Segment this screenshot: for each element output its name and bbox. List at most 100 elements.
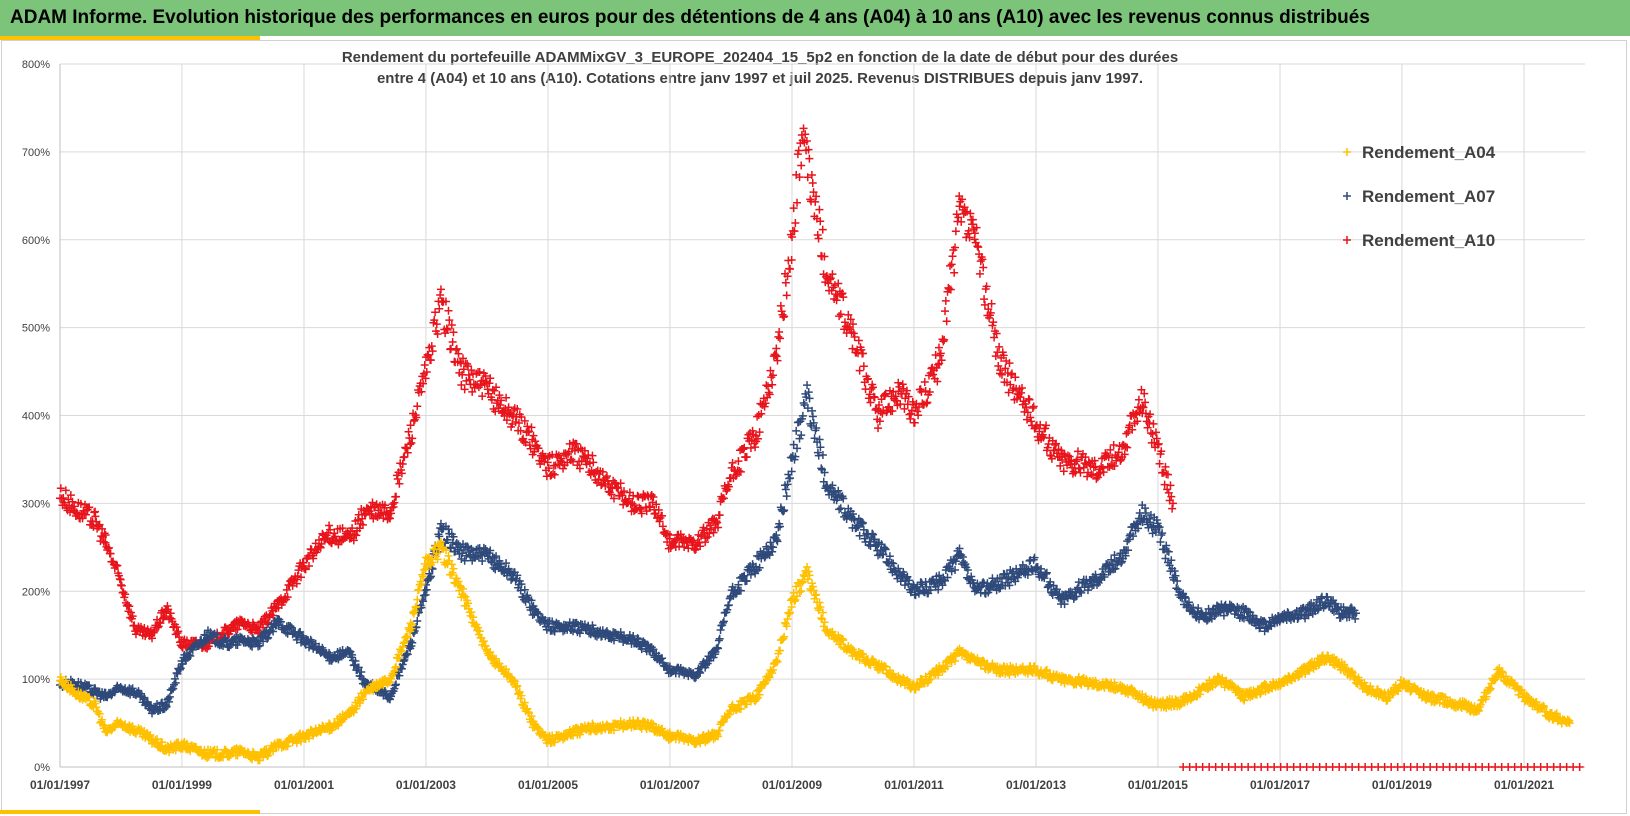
a07-point (1244, 607, 1253, 616)
a04-point (803, 562, 812, 571)
x-tick-label: 01/01/2021 (1494, 778, 1554, 792)
a04-point (839, 636, 848, 645)
a04-point (391, 663, 400, 672)
a07-point (478, 556, 487, 565)
a07-point (787, 467, 796, 476)
a10-point (1161, 462, 1170, 471)
x-tick-label: 01/01/2003 (396, 778, 456, 792)
a07-point (1052, 585, 1061, 594)
a04-point (742, 700, 751, 709)
a10-point (557, 454, 566, 463)
a04-point (395, 654, 404, 663)
a07-point (1171, 571, 1180, 580)
a04-point (791, 596, 800, 605)
a10-point (783, 272, 792, 281)
a10-point (814, 234, 823, 243)
a07-point (467, 544, 476, 553)
a04-point (818, 608, 827, 617)
a10-point (516, 426, 525, 435)
a07-point (426, 572, 435, 581)
a10-point (802, 136, 811, 145)
a04-point (358, 695, 367, 704)
a07-point (281, 628, 290, 637)
a10-point (807, 170, 816, 179)
a10-point (594, 475, 603, 484)
a10-point (413, 402, 422, 411)
a07-point (492, 552, 501, 561)
a10-point (338, 524, 347, 533)
a07-point (276, 617, 285, 626)
a04-point (305, 734, 314, 743)
a07-point (951, 565, 960, 574)
a10-point (997, 370, 1006, 379)
a10-point (776, 301, 785, 310)
legend-label: Rendement_A10 (1362, 231, 1495, 250)
a10-point (529, 431, 538, 440)
a10-point (948, 252, 957, 261)
a04-point (402, 632, 411, 641)
a04-point (798, 578, 807, 587)
a04-point (752, 695, 761, 704)
a10-point (85, 503, 94, 512)
a04-point (433, 555, 442, 564)
a10-point (1097, 462, 1106, 471)
a04-point (1502, 672, 1510, 681)
a10-point (787, 255, 796, 264)
a10-point (403, 448, 412, 457)
a10-point (435, 304, 444, 313)
a07-point (307, 637, 316, 646)
a10-point (966, 209, 975, 218)
a07-point (702, 661, 711, 670)
a10-point (811, 197, 820, 206)
a07-point (306, 635, 315, 644)
a07-point (357, 667, 366, 676)
a04-point (815, 598, 824, 607)
a10-point (654, 506, 663, 515)
a10-point (636, 504, 645, 513)
a10-point (459, 365, 468, 374)
a07-point (419, 597, 428, 606)
a10-point (925, 387, 934, 396)
a07-point (791, 452, 800, 461)
a07-point (1107, 555, 1116, 564)
y-tick-label: 600% (22, 235, 50, 247)
a10-point (801, 130, 810, 139)
a10-point (390, 498, 399, 507)
a04-point (658, 724, 667, 733)
a07-point (1023, 570, 1032, 579)
a04-point (532, 722, 541, 731)
a10-point (387, 509, 396, 518)
a04-point (914, 681, 923, 690)
a10-point (117, 581, 126, 590)
a04-point (855, 655, 864, 664)
a04-point (91, 699, 100, 708)
a10-point (689, 536, 698, 545)
a10-point (442, 324, 451, 333)
a04-point (1385, 693, 1394, 702)
a04-point (479, 637, 488, 646)
a10-point (589, 458, 598, 467)
a10-point (1140, 389, 1149, 398)
a07-point (783, 480, 792, 489)
a10-point (467, 366, 476, 375)
a10-point (485, 379, 494, 388)
a04-point (263, 752, 272, 761)
a10-point (766, 366, 775, 375)
chart-title: Rendement du portefeuille ADAMMixGV_3_EU… (250, 47, 1270, 89)
a07-point (435, 532, 444, 541)
a07-point (452, 539, 461, 548)
a07-point (1173, 577, 1182, 586)
a07-point (153, 699, 162, 708)
a10-point (1120, 450, 1129, 459)
a07-point (1351, 614, 1360, 623)
a10-point (764, 388, 773, 397)
a10-point (1124, 428, 1133, 437)
a10-point (1032, 422, 1041, 431)
a10-point (658, 522, 667, 531)
a10-point (56, 484, 65, 493)
a04-point (486, 648, 495, 656)
a10-point (431, 308, 440, 317)
a10-point (960, 203, 969, 212)
a04-point (56, 672, 65, 681)
a10-point (1072, 457, 1081, 466)
